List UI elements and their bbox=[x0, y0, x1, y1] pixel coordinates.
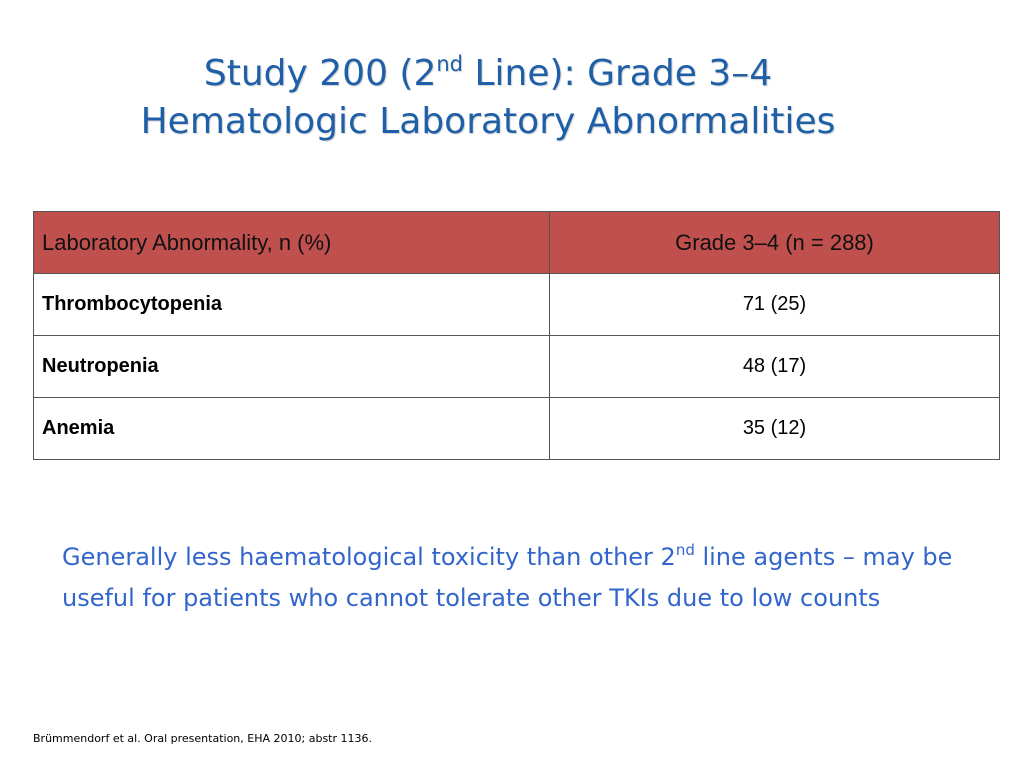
note-text-end: line agents – may be useful for patients… bbox=[62, 543, 953, 612]
title-line-1-text: Study 200 (2 bbox=[203, 53, 437, 94]
header-grade: Grade 3–4 (n = 288) bbox=[549, 211, 1000, 274]
title-ordinal-superscript: nd bbox=[436, 52, 464, 76]
row-value: 48 (17) bbox=[549, 335, 1000, 398]
row-label: Neutropenia bbox=[33, 335, 550, 398]
note-ordinal-superscript: nd bbox=[675, 541, 695, 559]
footer-citation: Brümmendorf et al. Oral presentation, EH… bbox=[33, 732, 372, 745]
abnormalities-table: Laboratory Abnormality, n (%) Grade 3–4 … bbox=[33, 211, 1000, 460]
table-row: Anemia 35 (12) bbox=[33, 397, 1000, 460]
title-line-1-suffix: Line): Grade 3–4 bbox=[463, 53, 773, 94]
table-row: Thrombocytopenia 71 (25) bbox=[33, 273, 1000, 336]
slide-title-line-2: Hematologic Laboratory Abnormalities bbox=[140, 101, 836, 142]
row-label: Thrombocytopenia bbox=[33, 273, 550, 336]
table-header-row: Laboratory Abnormality, n (%) Grade 3–4 … bbox=[33, 211, 1000, 274]
table-row: Neutropenia 48 (17) bbox=[33, 335, 1000, 398]
row-value: 71 (25) bbox=[549, 273, 1000, 336]
slide-title: Study 200 (2nd Line): Grade 3–4 Hematolo… bbox=[0, 50, 976, 146]
note-text-start: Generally less haematological toxicity t… bbox=[62, 543, 676, 571]
row-value: 35 (12) bbox=[549, 397, 1000, 460]
summary-note: Generally less haematological toxicity t… bbox=[62, 537, 962, 619]
slide-title-line-1: Study 200 (2nd Line): Grade 3–4 bbox=[0, 50, 976, 98]
row-label: Anemia bbox=[33, 397, 550, 460]
header-abnormality: Laboratory Abnormality, n (%) bbox=[33, 211, 550, 274]
